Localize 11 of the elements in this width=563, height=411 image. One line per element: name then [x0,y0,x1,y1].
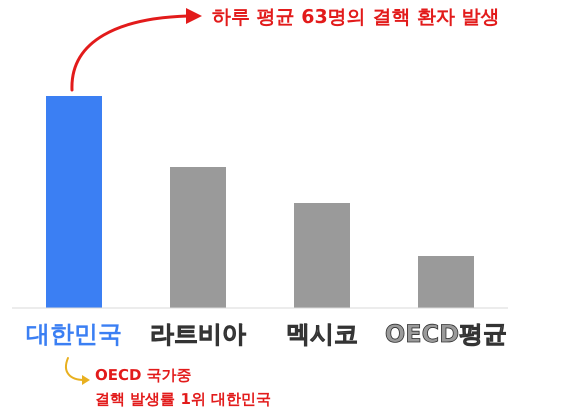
text: 결핵 발생률 1위 대한민국 [95,390,272,409]
bar [170,167,226,308]
x-tick-label: 멕시코 [286,320,358,348]
bar [418,256,474,308]
bar [46,96,102,308]
x-tick-label: 대한민국 [26,320,122,348]
x-tick-label: 라트비아 [150,320,246,348]
text: OECD 국가중 [95,366,192,385]
text: 하루 평균 63명의 결핵 환자 발생 [212,5,500,30]
x-tick-label: OECD평균 [384,320,508,348]
bar [294,203,350,308]
